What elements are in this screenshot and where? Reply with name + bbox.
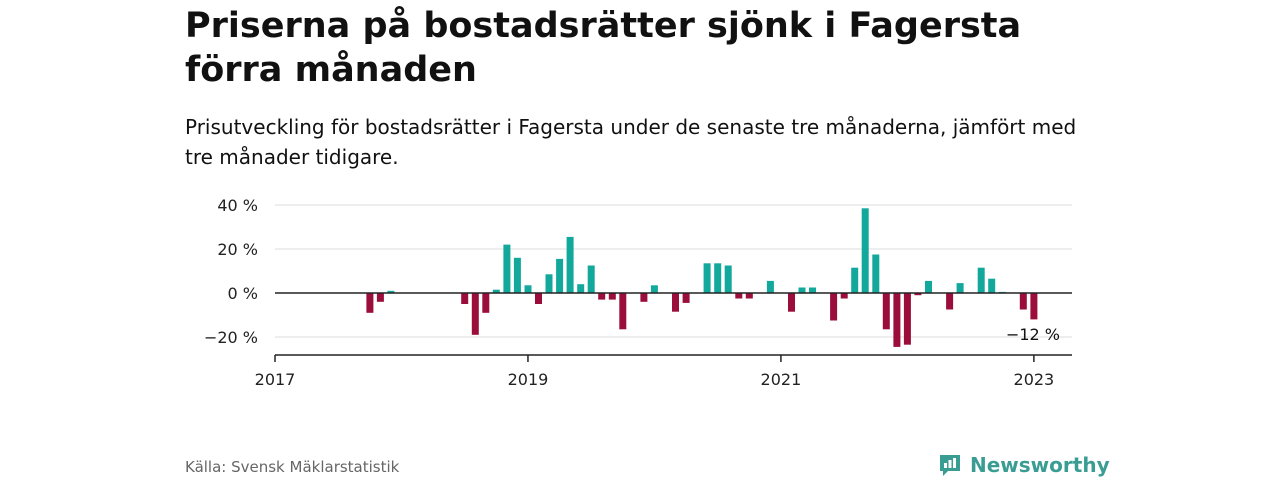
bar-2019-12 <box>640 293 648 302</box>
tick-labels: 40 % 20 % 0 % −20 % 2017 2019 2021 2023 −12 % <box>204 196 1060 389</box>
bar-2019-03 <box>545 274 553 293</box>
bar-2020-10 <box>745 293 753 299</box>
bar-2021-08 <box>851 267 859 293</box>
bar-2021-06 <box>830 293 838 321</box>
chart-subtitle: Prisutveckling för bostadsrätter i Fager… <box>185 115 1077 169</box>
bar-2021-09 <box>861 208 869 293</box>
bar-2021-12 <box>893 293 901 347</box>
bar-2019-09 <box>608 293 616 300</box>
bar-2022-12 <box>1019 293 1027 310</box>
bar-2017-12 <box>387 290 395 293</box>
bar-2018-07 <box>461 293 469 304</box>
bar-2019-07 <box>587 265 595 293</box>
bar-2019-02 <box>535 293 542 304</box>
brand-logo[interactable]: Newsworthy <box>938 450 1110 480</box>
bars <box>366 208 1038 347</box>
source-note: Källa: Svensk Mäklarstatistik <box>185 458 400 476</box>
bar-2021-03 <box>798 287 806 293</box>
y-tick-label: 0 % <box>228 284 258 303</box>
bar-2020-12 <box>766 280 774 293</box>
x-tick-label: 2023 <box>1014 370 1055 389</box>
bar-2022-08 <box>977 267 985 293</box>
bar-2018-10 <box>492 289 500 293</box>
grid-lines <box>275 204 1072 338</box>
bar-2018-08 <box>471 293 479 335</box>
bar-2018-12 <box>513 257 521 293</box>
bar-2019-10 <box>619 293 627 330</box>
x-tick-label: 2019 <box>508 370 549 389</box>
bar-2019-06 <box>577 284 585 293</box>
bar-2021-04 <box>809 287 816 293</box>
x-tick-label: 2021 <box>761 370 802 389</box>
bar-2020-04 <box>682 293 690 303</box>
bar-2019-05 <box>566 236 574 293</box>
bar-2020-03 <box>672 293 679 312</box>
bar-2017-10 <box>366 293 374 313</box>
last-value-annotation: −12 % <box>1006 325 1060 344</box>
bar-2020-06 <box>703 263 711 293</box>
brand-name: Newsworthy <box>970 453 1110 477</box>
bar-2019-08 <box>598 293 606 300</box>
bar-2021-10 <box>872 254 880 293</box>
bar-2020-07 <box>714 263 722 293</box>
y-tick-label: 40 % <box>217 196 258 215</box>
bar-2022-03 <box>925 280 932 293</box>
x-tick-label: 2017 <box>255 370 296 389</box>
bar-2021-02 <box>788 293 795 312</box>
bar-2022-09 <box>988 278 996 293</box>
bar-2020-09 <box>735 293 743 299</box>
bar-chart: 40 % 20 % 0 % −20 % 2017 2019 2021 2023 −12 % <box>204 196 1072 389</box>
bar-2022-01 <box>903 293 911 345</box>
bar-2021-07 <box>840 293 848 299</box>
axes <box>274 292 1072 362</box>
bar-2021-11 <box>882 293 890 330</box>
bar-2020-01 <box>650 285 658 293</box>
bar-2022-02 <box>914 293 922 296</box>
bar-2022-05 <box>946 293 954 310</box>
newsworthy-logo-icon <box>940 455 960 476</box>
bar-2019-01 <box>524 285 532 293</box>
bar-2023-01 <box>1030 293 1038 320</box>
bar-2018-11 <box>503 244 511 293</box>
bar-2018-09 <box>482 293 490 313</box>
bar-2020-08 <box>724 265 732 293</box>
bar-2017-11 <box>376 293 384 302</box>
chart-title: Priserna på bostadsrätter sjönk i Fagers… <box>185 6 1022 90</box>
y-tick-label: −20 % <box>204 328 258 347</box>
bar-2022-06 <box>956 283 964 293</box>
bar-2019-04 <box>556 258 564 293</box>
y-tick-label: 20 % <box>217 240 258 259</box>
